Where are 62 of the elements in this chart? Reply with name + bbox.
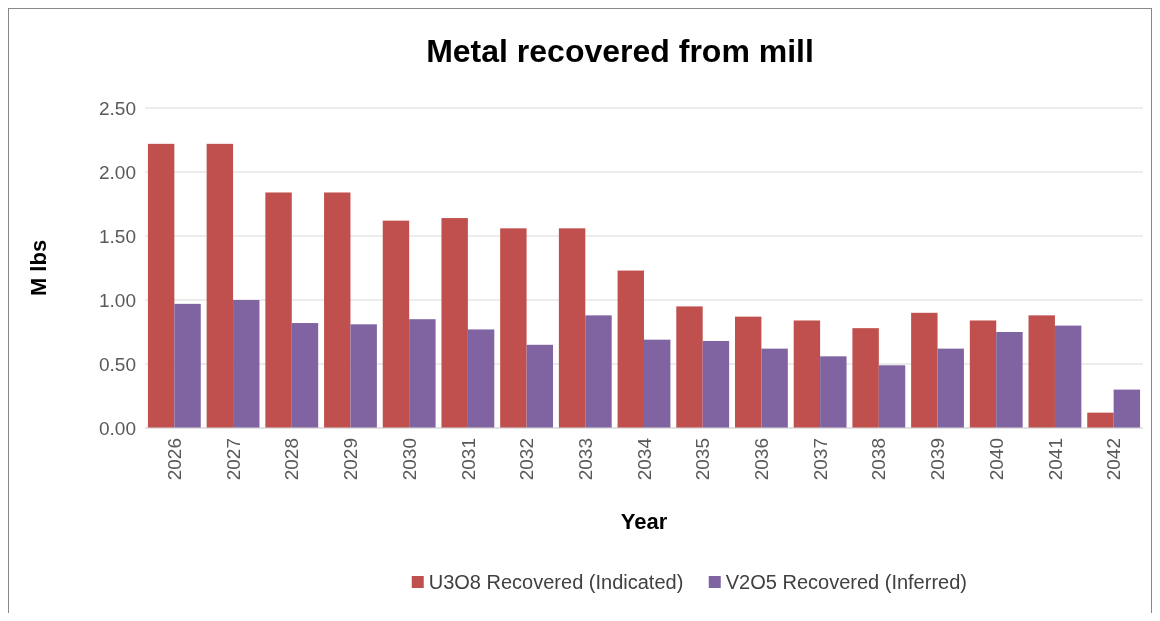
bar xyxy=(1028,315,1055,428)
bar xyxy=(526,344,554,428)
bar xyxy=(911,312,938,428)
chart-title: Metal recovered from mill xyxy=(426,33,814,69)
x-tick-label: 2041 xyxy=(1044,438,1066,481)
x-tick-label: 2028 xyxy=(281,438,303,481)
bar xyxy=(969,320,997,428)
y-tick-label: 2.00 xyxy=(99,161,136,183)
x-tick-label: 2035 xyxy=(692,438,714,481)
x-tick-label: 2042 xyxy=(1103,438,1125,481)
y-tick-label: 1.50 xyxy=(99,225,136,247)
bar xyxy=(147,143,175,428)
bar xyxy=(820,356,847,428)
y-tick-label: 2.50 xyxy=(99,97,136,119)
x-tick-label: 2040 xyxy=(985,438,1007,481)
bar xyxy=(644,339,671,428)
y-tick-label: 0.50 xyxy=(99,353,136,375)
bar xyxy=(878,365,906,428)
bar xyxy=(350,324,377,428)
x-tick-label: 2039 xyxy=(927,438,949,481)
bar xyxy=(233,300,260,428)
bar xyxy=(558,228,586,428)
bar xyxy=(1087,412,1114,428)
x-tick-label: 2038 xyxy=(868,438,890,481)
x-tick-label: 2033 xyxy=(574,438,596,481)
bar xyxy=(617,270,644,428)
y-axis-title: M lbs xyxy=(26,239,51,297)
x-tick-label: 2031 xyxy=(457,438,479,481)
bar xyxy=(265,192,292,428)
bar xyxy=(702,340,730,428)
bar xyxy=(441,218,468,428)
bar xyxy=(734,316,762,428)
x-tick-label: 2027 xyxy=(222,438,244,481)
bar xyxy=(996,332,1023,428)
x-tick-label: 2030 xyxy=(398,438,420,481)
x-tick-label: 2026 xyxy=(164,438,185,481)
bar xyxy=(382,220,410,428)
x-tick-label: 2029 xyxy=(340,438,362,481)
y-tick-label: 0.00 xyxy=(99,417,136,439)
bar xyxy=(585,315,612,428)
x-tick-label: 2032 xyxy=(516,438,538,481)
legend-label: U3O8 Recovered (Indicated) xyxy=(428,571,684,593)
bar xyxy=(206,143,234,428)
bar xyxy=(793,320,821,428)
bar xyxy=(1054,325,1082,428)
x-tick-label: 2036 xyxy=(751,438,773,481)
bar xyxy=(852,328,879,428)
bar xyxy=(324,192,351,428)
legend-label: V2O5 Recovered (Inferred) xyxy=(725,571,967,593)
bar xyxy=(409,319,436,428)
bar xyxy=(500,228,527,428)
x-tick-label: 2034 xyxy=(633,437,655,481)
bar xyxy=(291,323,319,428)
bar xyxy=(937,348,964,428)
bar xyxy=(676,306,703,428)
y-tick-label: 1.00 xyxy=(99,289,136,311)
bar xyxy=(1113,389,1141,428)
bar xyxy=(174,303,201,428)
x-axis-title: Year xyxy=(620,509,668,534)
bar xyxy=(467,329,495,428)
x-tick-label: 2037 xyxy=(809,438,831,481)
bar xyxy=(761,348,788,428)
